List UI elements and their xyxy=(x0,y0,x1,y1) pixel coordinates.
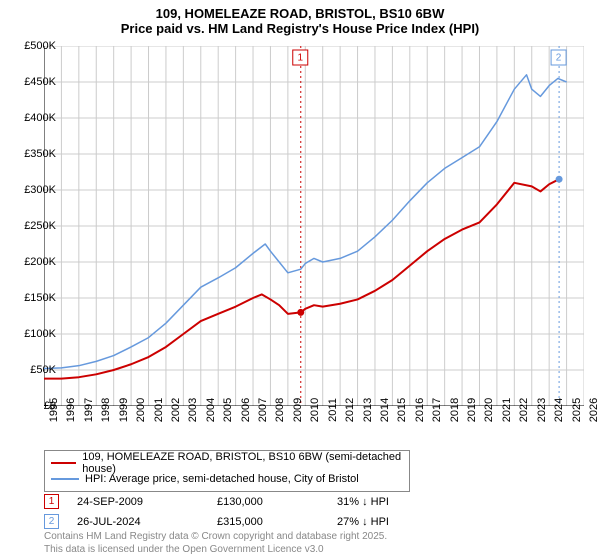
x-tick-label: 2023 xyxy=(536,398,548,422)
x-tick-label: 2024 xyxy=(553,398,565,422)
y-tick-label: £300K xyxy=(24,184,56,196)
x-tick-label: 2004 xyxy=(205,398,217,422)
legend-label-price-paid: 109, HOMELEAZE ROAD, BRISTOL, BS10 6BW (… xyxy=(82,451,403,475)
x-tick-label: 2012 xyxy=(344,398,356,422)
sale-row-2: 2 26-JUL-2024 £315,000 27% ↓ HPI xyxy=(44,514,584,529)
chart-plot-area: 12 xyxy=(44,46,584,406)
x-tick-label: 2005 xyxy=(222,398,234,422)
x-tick-label: 2020 xyxy=(483,398,495,422)
attribution-text: Contains HM Land Registry data © Crown c… xyxy=(44,530,387,556)
y-tick-label: £400K xyxy=(24,112,56,124)
x-tick-label: 2017 xyxy=(431,398,443,422)
attribution-line2: This data is licensed under the Open Gov… xyxy=(44,543,387,556)
x-tick-label: 1998 xyxy=(100,398,112,422)
svg-text:2: 2 xyxy=(556,53,562,64)
y-tick-label: £150K xyxy=(24,292,56,304)
y-tick-label: £450K xyxy=(24,76,56,88)
legend-item-hpi: HPI: Average price, semi-detached house,… xyxy=(51,471,403,487)
x-tick-label: 1996 xyxy=(65,398,77,422)
legend-swatch-hpi xyxy=(51,478,79,480)
x-tick-label: 2010 xyxy=(309,398,321,422)
x-tick-label: 1999 xyxy=(118,398,130,422)
attribution-line1: Contains HM Land Registry data © Crown c… xyxy=(44,530,387,543)
legend-swatch-price-paid xyxy=(51,462,76,464)
y-tick-label: £350K xyxy=(24,148,56,160)
x-tick-label: 2021 xyxy=(501,398,513,422)
y-tick-label: £500K xyxy=(24,40,56,52)
sale-price-2: £315,000 xyxy=(217,516,337,528)
x-tick-label: 2011 xyxy=(327,398,339,422)
x-tick-label: 2015 xyxy=(396,398,408,422)
sale-date-1: 24-SEP-2009 xyxy=(77,496,217,508)
x-tick-label: 2006 xyxy=(240,398,252,422)
sale-row-1: 1 24-SEP-2009 £130,000 31% ↓ HPI xyxy=(44,494,584,509)
x-tick-label: 2019 xyxy=(466,398,478,422)
x-tick-label: 1995 xyxy=(48,398,60,422)
svg-text:1: 1 xyxy=(297,53,303,64)
legend-label-hpi: HPI: Average price, semi-detached house,… xyxy=(85,473,359,485)
x-tick-label: 2007 xyxy=(257,398,269,422)
y-tick-label: £100K xyxy=(24,328,56,340)
y-tick-label: £200K xyxy=(24,256,56,268)
x-tick-label: 2025 xyxy=(571,398,583,422)
x-tick-label: 2018 xyxy=(449,398,461,422)
sale-diff-1: 31% ↓ HPI xyxy=(337,496,389,508)
x-tick-label: 2016 xyxy=(414,398,426,422)
x-tick-label: 2014 xyxy=(379,398,391,422)
x-tick-label: 2002 xyxy=(170,398,182,422)
sale-diff-2: 27% ↓ HPI xyxy=(337,516,389,528)
x-tick-label: 2026 xyxy=(588,398,600,422)
title-subtitle: Price paid vs. HM Land Registry's House … xyxy=(0,21,600,36)
line-chart-svg: 12 xyxy=(44,46,584,406)
y-tick-label: £50K xyxy=(30,364,56,376)
x-tick-label: 2022 xyxy=(518,398,530,422)
sale-marker-1: 1 xyxy=(44,494,59,509)
chart-title: 109, HOMELEAZE ROAD, BRISTOL, BS10 6BW P… xyxy=(0,0,600,36)
x-tick-label: 2003 xyxy=(187,398,199,422)
x-tick-label: 2001 xyxy=(153,398,165,422)
y-tick-label: £250K xyxy=(24,220,56,232)
legend-item-price-paid: 109, HOMELEAZE ROAD, BRISTOL, BS10 6BW (… xyxy=(51,455,403,471)
legend: 109, HOMELEAZE ROAD, BRISTOL, BS10 6BW (… xyxy=(44,450,410,492)
sale-price-1: £130,000 xyxy=(217,496,337,508)
sale-marker-2: 2 xyxy=(44,514,59,529)
x-tick-label: 2000 xyxy=(135,398,147,422)
title-address: 109, HOMELEAZE ROAD, BRISTOL, BS10 6BW xyxy=(0,6,600,21)
sale-date-2: 26-JUL-2024 xyxy=(77,516,217,528)
x-tick-label: 1997 xyxy=(83,398,95,422)
x-tick-label: 2009 xyxy=(292,398,304,422)
x-tick-label: 2013 xyxy=(362,398,374,422)
x-tick-label: 2008 xyxy=(274,398,286,422)
